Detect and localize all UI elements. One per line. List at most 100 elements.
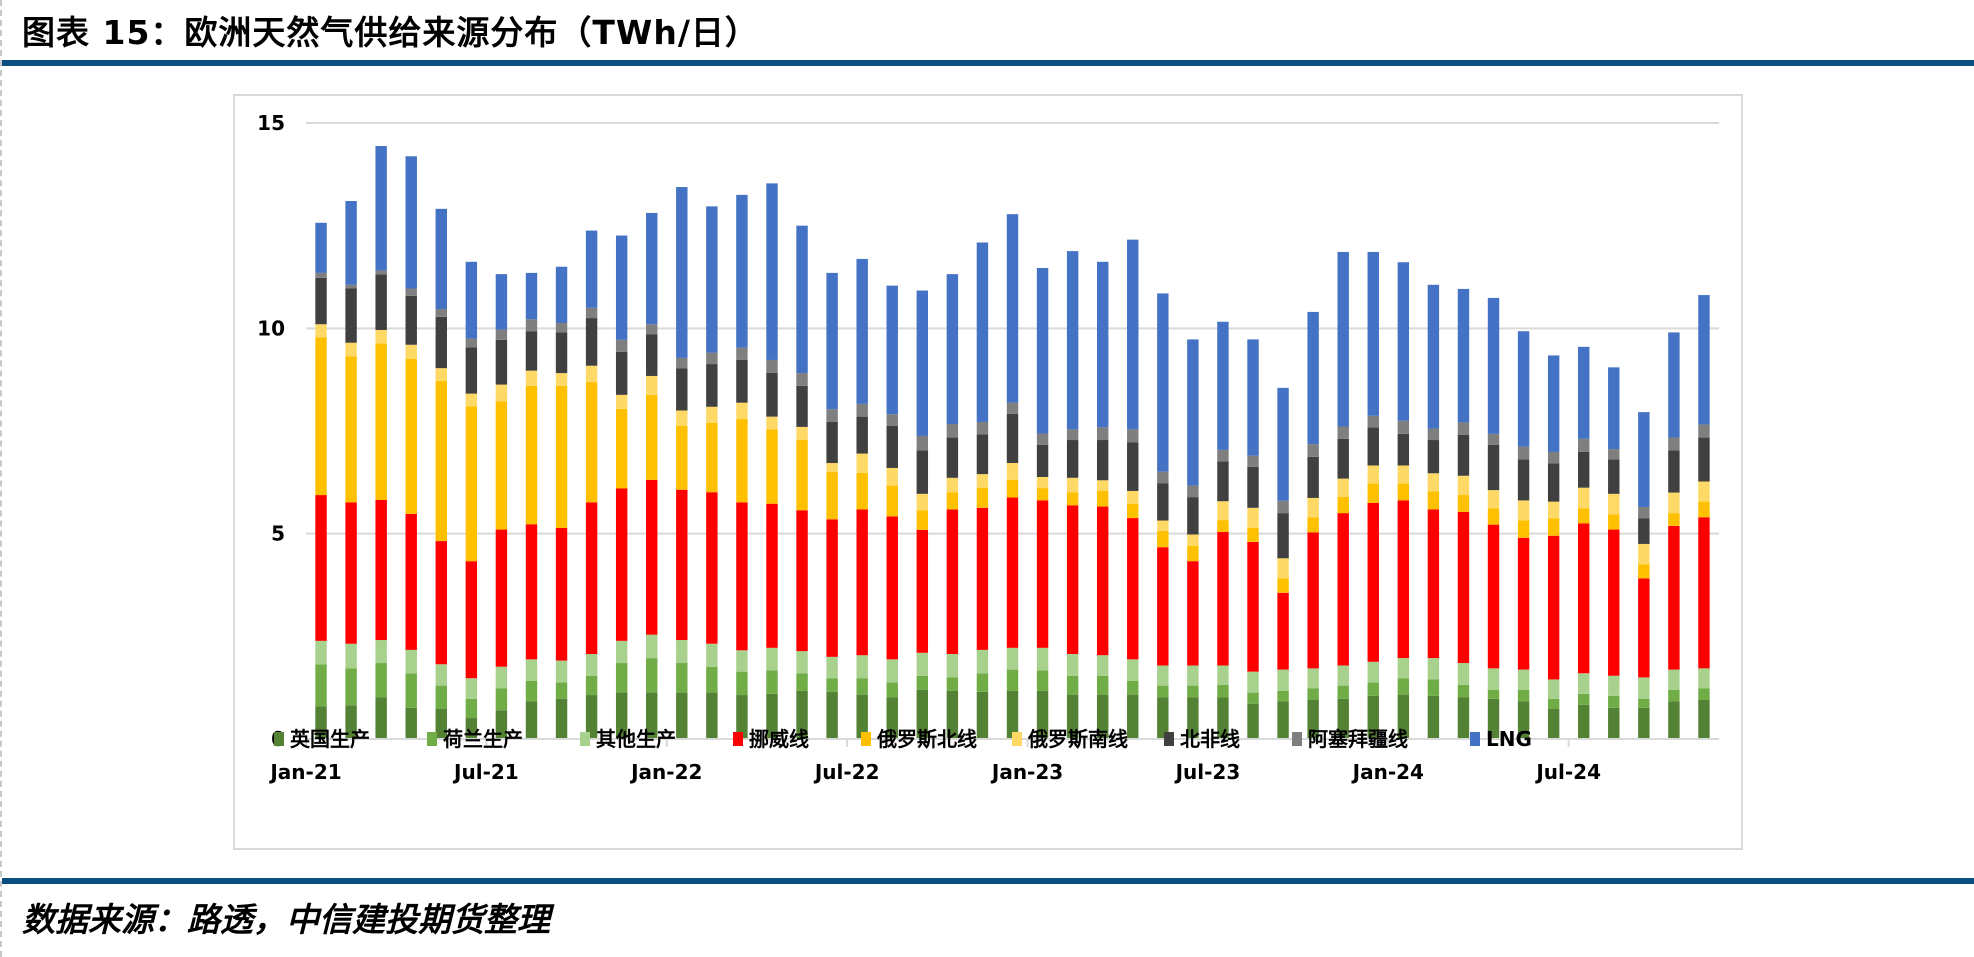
bar-segment-3 [1517,537,1530,670]
bar-segment-6 [1457,434,1470,476]
bar-segment-5 [585,365,598,383]
bar-segment-6 [1367,427,1379,466]
bar-segment-4 [796,440,808,511]
bar-segment-8 [1277,387,1289,501]
bar-segment-2 [375,640,387,664]
bar-segment-2 [976,649,989,674]
bar-segment-5 [946,477,959,493]
bar-segment-8 [1337,251,1349,427]
bar-segment-6 [525,331,538,371]
bar-stack [1487,297,1500,739]
legend-item: 北非线 [1164,727,1240,751]
bar-segment-8 [1066,251,1079,430]
bar-segment-4 [1668,513,1680,526]
bar-segment-3 [1367,502,1379,662]
bar-segment-7 [315,272,327,278]
bar-segment-7 [345,284,357,289]
bar-stack [525,272,538,739]
bar-stack [706,206,718,739]
bar-segment-6 [465,347,478,394]
bar-segment-0 [315,706,327,739]
bar-segment-0 [1066,694,1079,739]
bar-segment-4 [1367,483,1379,503]
bar-segment-4 [1397,483,1410,501]
bar-segment-6 [1668,450,1680,493]
bar-segment-2 [1307,668,1319,689]
bar-segment-5 [886,467,898,486]
bar-segment-0 [916,689,929,739]
bar-segment-0 [1547,709,1560,739]
bar-segment-8 [345,201,357,285]
bar-segment-7 [1307,444,1319,457]
bar-segment-2 [1096,655,1109,676]
bar-segment-5 [1096,480,1109,491]
bar-segment-7 [1608,449,1620,460]
bar-segment-0 [1337,698,1349,739]
bar-stack [946,274,959,739]
bar-segment-6 [1307,456,1319,498]
bar-segment-5 [736,402,748,420]
bar-segment-2 [1517,669,1530,690]
bar-segment-4 [1247,527,1259,542]
bar-segment-4 [615,408,628,489]
bar-stack [1307,311,1319,739]
bar-segment-5 [1427,473,1440,492]
bar-segment-0 [1578,704,1590,739]
bar-segment-7 [1698,424,1710,438]
bar-stack [1036,267,1049,739]
bar-segment-1 [1307,688,1319,700]
bar-segment-2 [946,653,959,678]
bar-segment-1 [676,663,688,693]
bar-segment-4 [585,382,598,503]
bar-segment-0 [1006,690,1019,739]
bar-segment-5 [315,324,327,338]
bar-segment-7 [856,403,868,417]
bar-segment-7 [585,307,598,319]
bar-segment-8 [1307,311,1319,445]
bar-segment-0 [826,691,838,739]
bar-segment-6 [1036,444,1049,477]
bar-segment-5 [916,493,929,511]
bar-segment-8 [1397,262,1410,421]
bar-segment-5 [1578,487,1590,509]
bar-stack [375,146,387,739]
bar-segment-6 [1096,440,1109,481]
bar-segment-2 [886,659,898,683]
bar-segment-3 [1337,513,1349,666]
bar-segment-6 [1247,466,1259,508]
bar-segment-1 [1427,679,1440,696]
bar-segment-5 [976,474,989,488]
bar-segment-3 [405,513,417,650]
bar-segment-1 [1457,684,1470,698]
legend-swatch [580,732,590,746]
x-tick-label: Jan-21 [268,760,341,784]
bar-segment-0 [706,692,718,739]
bar-segment-7 [766,359,778,373]
bar-segment-3 [1277,592,1289,670]
legend-swatch [1470,732,1480,746]
bar-segment-2 [826,656,838,679]
bar-segment-3 [585,502,598,654]
bar-stack [766,183,778,739]
bar-segment-8 [946,274,959,425]
bar-segment-4 [1337,496,1349,514]
bar-segment-3 [736,502,748,651]
bar-segment-3 [1307,532,1319,669]
bar-segment-3 [315,495,327,641]
bar-segment-4 [886,485,898,517]
bar-segment-3 [615,488,628,641]
bar-segment-0 [736,695,748,739]
bar-segment-0 [1187,697,1199,739]
bar-stack [1337,251,1349,739]
bar-segment-2 [315,640,327,665]
bar-stack [1668,332,1680,739]
bar-segment-6 [1517,459,1530,501]
bar-segment-6 [1006,413,1019,464]
bar-segment-2 [1247,671,1259,693]
bar-segment-5 [1337,478,1349,497]
bar-segment-7 [435,309,447,317]
bar-segment-1 [1337,685,1349,699]
bar-stack [315,222,327,739]
bar-segment-0 [435,709,447,739]
bar-stack [1157,293,1169,739]
